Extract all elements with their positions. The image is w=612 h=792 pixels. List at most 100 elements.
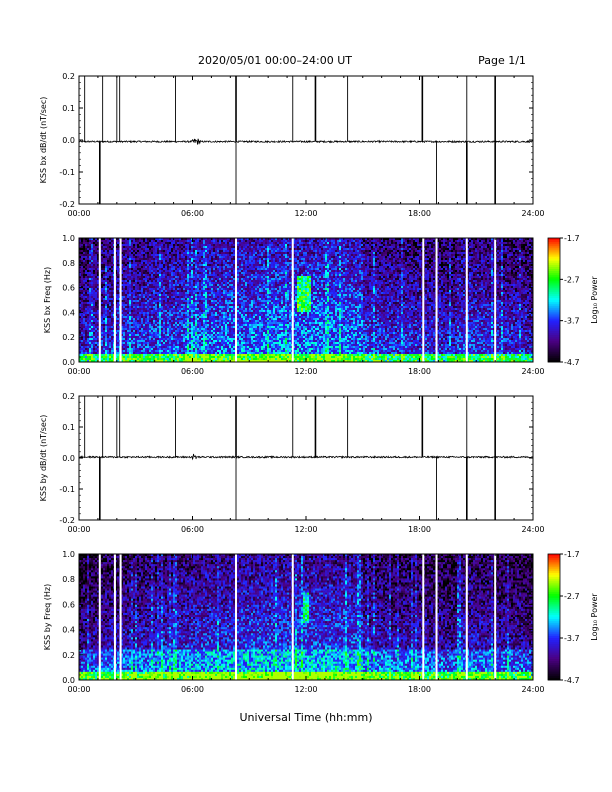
spectrogram-cell [223,242,226,245]
spectrogram-cell [81,296,84,299]
spectrogram-cell [209,272,212,275]
spectrogram-cell [185,280,188,283]
spectrogram-cell [177,258,180,261]
spectrogram-cell [189,284,192,287]
spectrogram-cell [109,360,112,363]
spectrogram-cell [227,310,230,313]
spectrogram-cell [209,298,212,301]
spectrogram-cell [221,260,224,263]
spectrogram-cell [159,340,162,343]
spectrogram-cell [155,294,158,297]
spectrogram-cell [175,298,178,301]
spectrogram-cell [89,280,92,283]
spectrogram-cell [215,340,218,343]
spectrogram-cell [203,250,206,253]
spectrogram-cell [105,280,108,283]
spectrogram-cell [185,330,188,333]
spectrogram-cell [221,348,224,351]
spectrogram-cell [161,274,164,277]
spectrogram-cell [89,324,92,327]
spectrogram-cell [191,310,194,313]
spectrogram-cell [189,352,192,355]
spectrogram-cell [143,320,146,323]
spectrogram-cell [109,300,112,303]
spectrogram-cell [161,350,164,353]
spectrogram-cell [103,252,106,255]
bx-dbdt-panel: 00:00 06:00 12:00 18:00 24:000.20.10.0-0.1-0… [39,72,545,218]
spectrogram-cell [199,354,202,357]
spectrogram-cell [83,348,86,351]
spectrogram-cell [223,338,226,341]
spectrogram-cell [231,348,234,351]
spectrogram-cell [101,312,104,315]
spectrogram-cell [191,316,194,319]
spectrogram-cell [151,324,154,327]
spectrogram-cell [83,300,86,303]
spectrogram-cell [231,248,234,251]
spectrogram-cell [89,294,92,297]
spectrogram-cell [209,284,212,287]
spectrogram-cell [211,278,214,281]
spectrogram-cell [103,282,106,285]
spectrogram-cell [167,252,170,255]
spectrogram-cell [87,272,90,275]
spectrogram-cell [121,308,124,311]
spectrogram-cell [153,330,156,333]
spectrogram-cell [195,246,198,249]
spectrogram-cell [81,266,84,269]
spectrogram-cell [79,250,82,253]
spectrogram-cell [215,266,218,269]
spectrogram-cell [165,262,168,265]
spectrogram-cell [79,268,82,271]
spectrogram-cell [125,316,128,319]
spectrogram-cell [83,282,86,285]
spectrogram-cell [215,336,218,339]
spectrogram-cell [221,286,224,289]
spectrogram-cell [115,244,118,247]
spectrogram-cell [81,290,84,293]
spectrogram-cell [125,238,128,241]
spectrogram-cell [163,356,166,359]
spectrogram-cell [135,328,138,331]
spectrogram-cell [219,280,222,283]
spectrogram-cell [159,304,162,307]
spectrogram-cell [147,310,150,313]
spectrogram-cell [179,266,182,269]
spectrogram-cell [227,334,230,337]
spectrogram-cell [85,300,88,303]
spectrogram-cell [141,248,144,251]
spectrogram-cell [155,344,158,347]
spectrogram-cell [145,248,148,251]
spectrogram-cell [95,270,98,273]
spectrogram-cell [185,348,188,351]
spectrogram-cell [179,276,182,279]
spectrogram-cell [183,310,186,313]
spectrogram-cell [121,340,124,343]
spectrogram-cell [163,288,166,291]
spectrogram-cell [133,294,136,297]
spectrogram-cell [129,268,132,271]
spectrogram-cell [151,344,154,347]
spectrogram-cell [179,304,182,307]
spectrogram-cell [213,280,216,283]
spectrogram-cell [101,304,104,307]
spectrogram-cell [139,296,142,299]
spectrogram-cell [169,278,172,281]
spectrogram-cell [215,326,218,329]
spectrogram-cell [115,276,118,279]
spectrogram-cell [135,262,138,265]
spectrogram-cell [155,262,158,265]
spectrogram-cell [213,240,216,243]
spectrogram-cell [199,312,202,315]
spectrogram-cell [197,264,200,267]
spectrogram-cell [173,250,176,253]
spectrogram-cell [109,268,112,271]
spectrogram-cell [167,348,170,351]
spectrogram-cell [185,332,188,335]
spectrogram-cell [95,308,98,311]
spectrogram-cell [107,298,110,301]
spectrogram-cell [179,272,182,275]
spectrogram-cell [101,250,104,253]
spectrogram-cell [187,338,190,341]
spectrogram-cell [171,274,174,277]
